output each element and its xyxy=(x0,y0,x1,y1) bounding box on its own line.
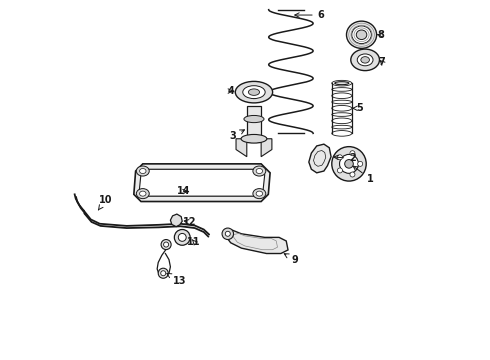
Ellipse shape xyxy=(338,168,343,173)
Ellipse shape xyxy=(174,229,190,245)
Ellipse shape xyxy=(335,82,349,85)
Text: 11: 11 xyxy=(187,237,201,247)
Ellipse shape xyxy=(243,86,265,99)
Text: 12: 12 xyxy=(183,217,196,227)
Polygon shape xyxy=(134,164,270,202)
Text: 13: 13 xyxy=(167,274,187,286)
Text: 1: 1 xyxy=(353,166,374,184)
Ellipse shape xyxy=(351,49,379,71)
Polygon shape xyxy=(171,214,182,226)
Ellipse shape xyxy=(350,151,355,156)
Polygon shape xyxy=(236,139,247,157)
Text: 14: 14 xyxy=(177,186,191,197)
Polygon shape xyxy=(139,169,265,196)
Ellipse shape xyxy=(136,189,149,199)
Text: 10: 10 xyxy=(98,195,113,210)
Polygon shape xyxy=(309,144,331,173)
Ellipse shape xyxy=(256,168,263,174)
Ellipse shape xyxy=(340,154,359,173)
Ellipse shape xyxy=(346,21,377,48)
Ellipse shape xyxy=(235,81,272,103)
Text: 5: 5 xyxy=(353,103,363,113)
Text: 7: 7 xyxy=(378,57,385,67)
Ellipse shape xyxy=(241,134,267,143)
Ellipse shape xyxy=(338,155,343,160)
Ellipse shape xyxy=(253,189,266,199)
Ellipse shape xyxy=(356,30,367,40)
Ellipse shape xyxy=(357,54,373,66)
Bar xyxy=(247,107,261,142)
Text: 2: 2 xyxy=(334,153,356,163)
Ellipse shape xyxy=(256,191,263,196)
Ellipse shape xyxy=(136,166,149,176)
Text: 4: 4 xyxy=(227,86,234,96)
Polygon shape xyxy=(261,139,272,157)
Ellipse shape xyxy=(332,147,366,181)
Ellipse shape xyxy=(358,161,363,166)
Ellipse shape xyxy=(158,268,168,278)
Text: 6: 6 xyxy=(295,10,324,20)
Ellipse shape xyxy=(140,191,146,196)
Ellipse shape xyxy=(225,231,230,236)
Text: 3: 3 xyxy=(230,130,245,141)
Ellipse shape xyxy=(140,168,146,174)
Ellipse shape xyxy=(352,26,371,44)
Ellipse shape xyxy=(178,233,186,241)
Ellipse shape xyxy=(222,228,234,239)
Text: 8: 8 xyxy=(378,30,385,40)
Ellipse shape xyxy=(244,116,264,123)
Polygon shape xyxy=(225,230,288,253)
Ellipse shape xyxy=(164,242,169,247)
Ellipse shape xyxy=(161,271,166,276)
Text: 9: 9 xyxy=(284,254,298,265)
Ellipse shape xyxy=(361,57,369,63)
Ellipse shape xyxy=(344,159,353,168)
Ellipse shape xyxy=(253,166,266,176)
Ellipse shape xyxy=(350,172,355,177)
Ellipse shape xyxy=(248,89,260,95)
Ellipse shape xyxy=(161,239,171,249)
